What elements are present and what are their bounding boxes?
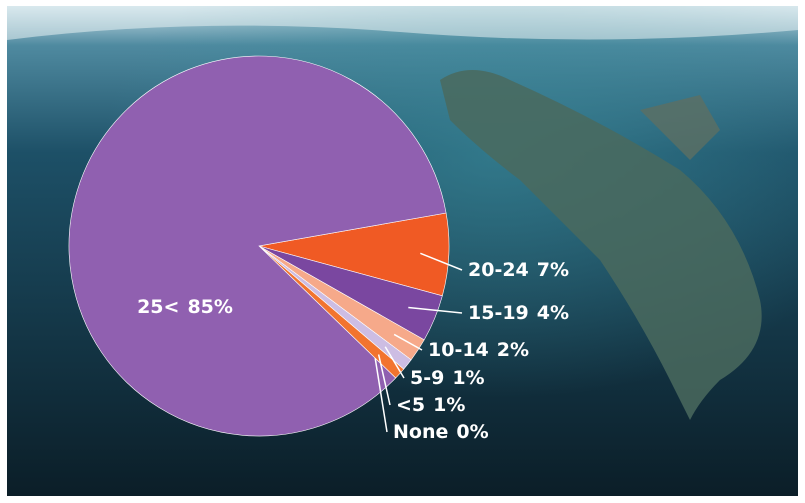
- slice-category: None: [393, 421, 448, 443]
- slice-value: 0%: [456, 421, 488, 443]
- slice-value: 4%: [537, 302, 569, 324]
- leader-line: [384, 346, 405, 379]
- slice-label: 15-19 4%: [468, 302, 569, 324]
- slice-category: <5: [396, 394, 425, 416]
- leader-line: [420, 252, 463, 271]
- slice-category: 5-9: [410, 367, 444, 389]
- fish-fin: [640, 95, 720, 160]
- slice-category: 25<: [137, 296, 179, 318]
- slice-value: 85%: [187, 296, 232, 318]
- leader-line: [408, 306, 463, 314]
- slice-value: 1%: [433, 394, 465, 416]
- slice-label: 5-9 1%: [410, 367, 485, 389]
- fish: [440, 70, 762, 420]
- slice-category: 10-14: [428, 339, 489, 361]
- slice-value: 2%: [497, 339, 529, 361]
- pie-slice: [68, 55, 447, 437]
- leader-line: [393, 333, 423, 351]
- slice-category: 15-19: [468, 302, 529, 324]
- slice-label: 10-14 2%: [428, 339, 529, 361]
- slice-label: <5 1%: [396, 394, 465, 416]
- slice-label: 25< 85%: [137, 296, 233, 318]
- slice-value: 1%: [452, 367, 484, 389]
- water-surface: [7, 6, 798, 40]
- slice-value: 7%: [537, 259, 569, 281]
- pie: 20-24 7% 15-19 4% 10-14 2% 5-9 1% <5 1% None 0% 25< 8…: [68, 55, 569, 443]
- leader-line: [377, 354, 391, 406]
- leader-line: [374, 358, 388, 433]
- slice-label: None 0%: [393, 421, 489, 443]
- slice-label: 20-24 7%: [468, 259, 569, 281]
- slice-category: 20-24: [468, 259, 529, 281]
